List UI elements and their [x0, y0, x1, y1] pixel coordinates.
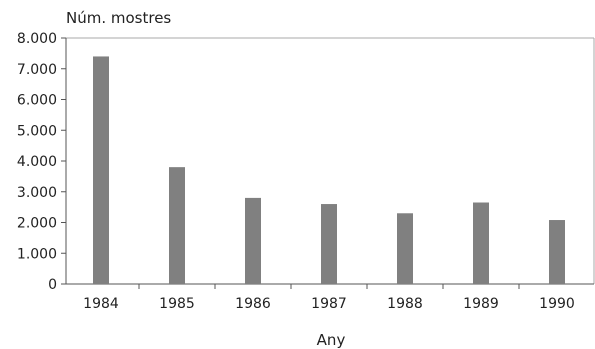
y-axis-title: Núm. mostres: [66, 9, 171, 27]
y-tick-label: 7.000: [17, 62, 57, 78]
y-tick-label: 4.000: [17, 154, 57, 170]
bar-1986: [245, 197, 261, 284]
bar-1987: [321, 204, 337, 284]
x-tick-label: 1984: [83, 296, 119, 312]
y-tick-label: 1.000: [17, 246, 57, 262]
x-tick-label: 1989: [463, 296, 499, 312]
y-tick-label: 6.000: [17, 93, 57, 109]
x-tick-label: 1988: [387, 296, 423, 312]
x-axis-ticks: 1984 1985 1986 1987 1988 1989 1990: [83, 284, 575, 312]
y-tick-label: 8.000: [17, 31, 57, 47]
x-tick-label: 1990: [539, 296, 575, 312]
bars: [93, 56, 565, 285]
y-tick-label: 0: [48, 277, 57, 293]
bar-1984: [93, 56, 109, 285]
x-tick-label: 1986: [235, 296, 271, 312]
bar-1990: [549, 220, 565, 284]
x-tick-label: 1985: [159, 296, 195, 312]
bar-1989: [473, 202, 489, 284]
bar-1985: [169, 167, 185, 284]
y-tick-label: 3.000: [17, 185, 57, 201]
y-tick-label: 5.000: [17, 123, 57, 139]
x-tick-label: 1987: [311, 296, 347, 312]
y-axis-ticks: 0 1.000 2.000 3.000 4.000 5.000 6.000 7.000 8.00…: [17, 31, 66, 293]
y-tick-label: 2.000: [17, 216, 57, 232]
x-axis-title: Any: [317, 331, 346, 349]
bar-1988: [397, 213, 413, 284]
